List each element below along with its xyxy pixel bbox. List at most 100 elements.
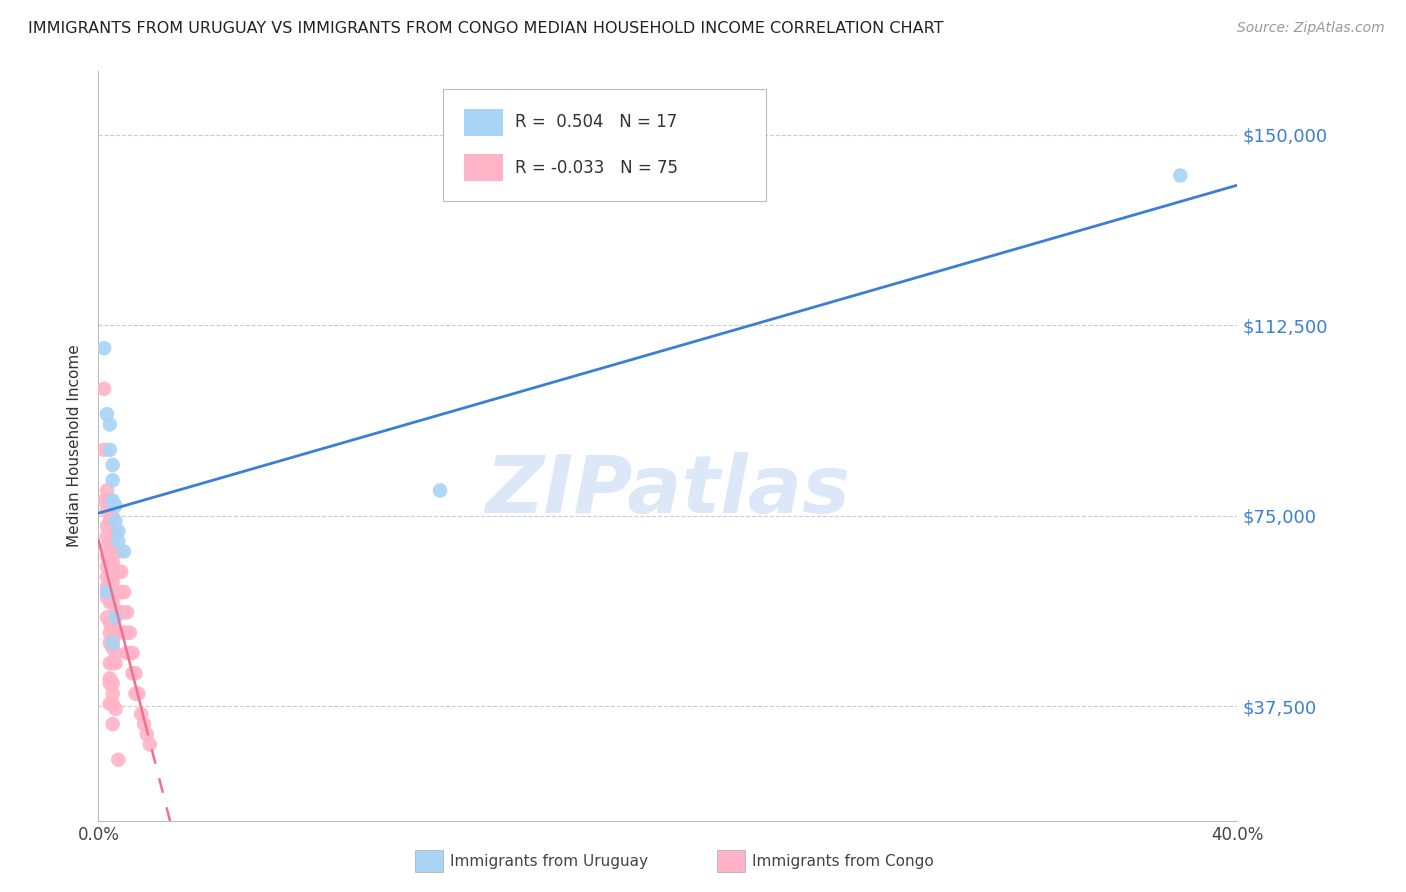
- Point: [104, 565, 127, 579]
- Point: [104, 646, 127, 660]
- Point: [98, 514, 121, 528]
- Point: [98, 656, 121, 670]
- Point: [93, 341, 115, 355]
- Point: [98, 574, 121, 589]
- Point: [104, 585, 127, 599]
- Point: [104, 610, 127, 624]
- Point: [96, 407, 118, 421]
- Point: [96, 549, 118, 564]
- Text: ZIPatlas: ZIPatlas: [485, 452, 851, 530]
- Point: [107, 606, 129, 620]
- Point: [104, 524, 127, 538]
- Point: [110, 606, 132, 620]
- Point: [98, 417, 121, 432]
- Point: [115, 606, 138, 620]
- Point: [98, 534, 121, 549]
- Point: [98, 595, 121, 609]
- Text: R =  0.504   N = 17: R = 0.504 N = 17: [515, 113, 676, 131]
- Text: Immigrants from Uruguay: Immigrants from Uruguay: [450, 855, 648, 869]
- Point: [96, 504, 118, 518]
- Point: [98, 676, 121, 690]
- Point: [98, 615, 121, 630]
- Point: [101, 595, 124, 609]
- Point: [104, 606, 127, 620]
- Y-axis label: Median Household Income: Median Household Income: [67, 344, 83, 548]
- Point: [112, 625, 135, 640]
- Point: [110, 585, 132, 599]
- Point: [104, 702, 127, 716]
- Point: [124, 666, 146, 681]
- Point: [104, 544, 127, 558]
- Point: [96, 519, 118, 533]
- Point: [101, 676, 124, 690]
- Point: [129, 706, 152, 721]
- Point: [93, 382, 115, 396]
- Point: [112, 606, 135, 620]
- Point: [101, 717, 124, 731]
- Point: [101, 656, 124, 670]
- Point: [115, 625, 138, 640]
- Point: [96, 570, 118, 584]
- Point: [98, 697, 121, 711]
- Point: [101, 574, 124, 589]
- Point: [96, 539, 118, 553]
- Point: [98, 636, 121, 650]
- Point: [96, 610, 118, 624]
- Point: [96, 559, 118, 574]
- Point: [1170, 169, 1192, 183]
- Point: [98, 555, 121, 569]
- Point: [101, 640, 124, 655]
- Point: [104, 625, 127, 640]
- Point: [112, 585, 135, 599]
- Point: [429, 483, 451, 498]
- Point: [98, 625, 121, 640]
- Point: [101, 493, 124, 508]
- Point: [101, 534, 124, 549]
- Point: [98, 672, 121, 686]
- Point: [104, 656, 127, 670]
- Point: [132, 717, 155, 731]
- Point: [107, 565, 129, 579]
- Text: IMMIGRANTS FROM URUGUAY VS IMMIGRANTS FROM CONGO MEDIAN HOUSEHOLD INCOME CORRELA: IMMIGRANTS FROM URUGUAY VS IMMIGRANTS FR…: [28, 21, 943, 36]
- Point: [110, 565, 132, 579]
- Point: [107, 753, 129, 767]
- Point: [101, 636, 124, 650]
- Point: [101, 473, 124, 487]
- Point: [96, 580, 118, 594]
- Point: [101, 697, 124, 711]
- Point: [107, 544, 129, 558]
- Point: [104, 499, 127, 513]
- Point: [93, 442, 115, 457]
- Point: [101, 555, 124, 569]
- Point: [124, 687, 146, 701]
- Point: [138, 738, 160, 752]
- Point: [96, 529, 118, 543]
- Point: [107, 585, 129, 599]
- Point: [96, 483, 118, 498]
- Point: [96, 585, 118, 599]
- Point: [98, 442, 121, 457]
- Point: [121, 666, 143, 681]
- Point: [101, 687, 124, 701]
- Point: [112, 544, 135, 558]
- Point: [93, 493, 115, 508]
- Point: [98, 493, 121, 508]
- Point: [121, 646, 143, 660]
- Point: [101, 458, 124, 472]
- Point: [96, 590, 118, 604]
- Point: [101, 636, 124, 650]
- Point: [107, 625, 129, 640]
- Point: [115, 646, 138, 660]
- Point: [101, 508, 124, 523]
- Point: [107, 524, 129, 538]
- Text: Immigrants from Congo: Immigrants from Congo: [752, 855, 934, 869]
- Text: Source: ZipAtlas.com: Source: ZipAtlas.com: [1237, 21, 1385, 35]
- Point: [101, 615, 124, 630]
- Point: [127, 687, 149, 701]
- Point: [104, 514, 127, 528]
- Point: [118, 646, 141, 660]
- Point: [118, 625, 141, 640]
- Point: [135, 727, 157, 741]
- Text: R = -0.033   N = 75: R = -0.033 N = 75: [515, 159, 678, 177]
- Point: [107, 534, 129, 549]
